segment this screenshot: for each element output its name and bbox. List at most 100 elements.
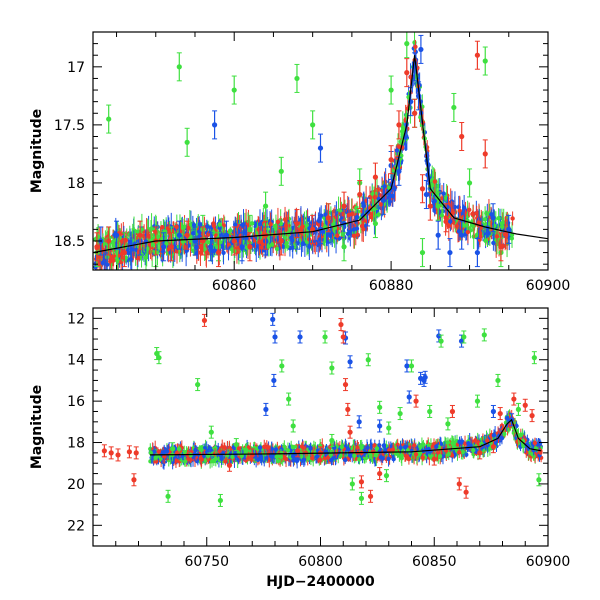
top-band-point [145, 246, 150, 252]
top-band-point [275, 219, 281, 225]
top-band-point [97, 254, 102, 259]
top-band-point [180, 239, 186, 244]
top-band-point [273, 226, 279, 231]
top-green-point [294, 75, 300, 82]
top-band-point [466, 207, 472, 213]
top-blue-point [474, 249, 480, 256]
top-red-point [168, 244, 175, 250]
top-band-point [477, 237, 482, 242]
top-blue-point [380, 197, 386, 203]
top-band-point [335, 233, 340, 238]
top-blue-point [506, 226, 512, 232]
top-plot-area [93, 32, 548, 270]
top-band-point [457, 208, 462, 213]
top-y-tick-label: 17.5 [54, 118, 85, 134]
top-blue-point [435, 232, 441, 238]
top-green-point [231, 87, 237, 93]
top-band-point [351, 233, 357, 238]
top-band-point [110, 239, 116, 245]
top-green-point [372, 220, 379, 227]
top-band-point [361, 227, 366, 232]
top-band-point [413, 44, 418, 50]
top-band-point [233, 222, 238, 227]
top-red-point [427, 203, 433, 209]
top-red-point [121, 249, 127, 256]
top-green-point [388, 87, 394, 93]
top-red-point [325, 215, 331, 221]
top-band-point [242, 230, 248, 236]
top-red-point [200, 238, 206, 244]
top-band-point [300, 241, 305, 247]
top-red-point [412, 110, 418, 116]
top-blue-point [317, 145, 324, 151]
top-band-point [439, 213, 445, 218]
top-band-point [115, 258, 120, 264]
top-blue-point [211, 122, 218, 128]
top-band-point [432, 198, 437, 204]
top-green-point [341, 244, 347, 250]
top-green-point [466, 180, 473, 186]
top-band-point [259, 245, 264, 250]
top-band-point [164, 241, 169, 246]
top-band-point [454, 223, 460, 229]
top-band-point [285, 244, 290, 249]
top-band-point [486, 231, 491, 236]
top-band-point [148, 226, 154, 232]
top-band-point [323, 212, 328, 217]
top-x-tick-label: 60860 [212, 278, 257, 294]
top-blue-point [415, 93, 422, 99]
top-band-point [456, 229, 462, 234]
top-y-tick-label: 18 [67, 176, 85, 192]
top-red-point [404, 70, 410, 76]
top-band-point [274, 246, 280, 252]
top-band-point [354, 205, 359, 211]
top-red-point [388, 157, 394, 163]
top-green-point [262, 203, 269, 209]
top-band-point [211, 230, 216, 235]
top-red-point [474, 52, 480, 58]
top-band-point [269, 242, 275, 247]
top-red-point [294, 220, 300, 227]
top-band-point [282, 217, 288, 222]
top-red-point [341, 203, 347, 209]
top-band-point [376, 212, 381, 217]
top-blue-point [113, 232, 120, 238]
top-blue-point [176, 232, 182, 238]
top-band-point [355, 232, 360, 237]
top-green-point [278, 168, 284, 174]
top-band-point [266, 244, 272, 249]
top-blue-point [208, 244, 214, 250]
top-band-point [202, 246, 207, 252]
bottom-panel: 60750 60800 60850 60900121416182022Magnitud… [29, 307, 570, 590]
top-green-point [482, 58, 488, 64]
top-band-point [450, 210, 456, 215]
top-blue-point [223, 232, 229, 238]
top-band-point [452, 204, 458, 210]
top-blue-point [490, 215, 496, 221]
top-band-point [394, 148, 400, 153]
top-red-point [278, 238, 284, 244]
top-x-tick-label: 60880 [369, 278, 414, 294]
top-band-point [430, 182, 435, 187]
top-band-point [147, 242, 153, 247]
top-green-point [247, 226, 253, 232]
top-band-point [174, 224, 179, 230]
top-green-point [404, 41, 410, 47]
top-band-point [351, 227, 357, 232]
top-blue-point [459, 232, 465, 238]
top-band-point [155, 234, 161, 240]
top-band-point [108, 254, 113, 259]
top-green-point [419, 249, 426, 256]
top-band-point [496, 215, 501, 221]
top-band-point [217, 225, 222, 231]
top-blue-point [239, 244, 245, 250]
top-band-point [461, 205, 467, 210]
top-band-point [182, 224, 187, 229]
top-band-point [257, 239, 262, 245]
top-band-point [249, 221, 255, 226]
top-band-point [129, 247, 135, 252]
top-y-axis-title: Magnitude [29, 109, 45, 193]
top-blue-point [447, 249, 453, 256]
top-band-point [289, 235, 294, 241]
